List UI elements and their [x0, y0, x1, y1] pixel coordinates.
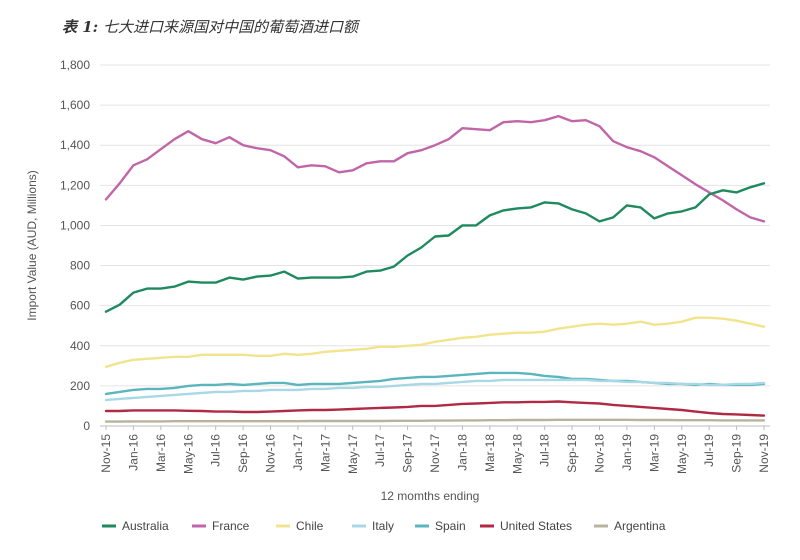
x-tick-label: Jan-18 [455, 434, 469, 471]
x-tick-label: Mar-19 [647, 434, 661, 472]
x-tick-label: Mar-18 [483, 434, 497, 472]
x-tick-label: May-18 [510, 434, 524, 474]
x-tick-label: Nov-16 [264, 434, 278, 473]
series-line-argentina [104, 418, 766, 423]
x-tick-label: Jul-17 [373, 434, 387, 467]
y-tick-label: 1,400 [60, 138, 90, 152]
x-tick-label: Mar-17 [318, 434, 332, 472]
legend-label-united-states: United States [500, 519, 572, 533]
series-line-italy [104, 378, 766, 402]
x-axis-title: 12 momths ending [381, 489, 480, 503]
y-tick-label: 800 [70, 259, 90, 273]
x-tick-label: Sep-19 [730, 434, 744, 473]
x-tick-label: Jul-16 [209, 434, 223, 467]
legend-label-chile: Chile [296, 519, 324, 533]
y-tick-label: 1,800 [60, 58, 90, 72]
y-tick-label: 1,600 [60, 98, 90, 112]
legend-label-italy: Italy [372, 519, 394, 533]
series-line-united-states [104, 400, 766, 417]
y-tick-label: 1,000 [60, 218, 90, 232]
x-tick-label: Mar-16 [154, 434, 168, 472]
series-line-australia [104, 182, 766, 313]
legend-label-argentina: Argentina [614, 519, 666, 533]
chart-title: 表 1: 七大进口来源国对中国的葡萄酒进口额 [62, 16, 358, 37]
legend-label-spain: Spain [435, 519, 466, 533]
x-tick-label: Jul-18 [538, 434, 552, 467]
x-tick-label: Jan-17 [291, 434, 305, 471]
x-tick-label: Nov-15 [99, 434, 113, 473]
y-tick-label: 0 [83, 419, 90, 433]
x-tick-label: Jul-19 [702, 434, 716, 467]
title-prefix: 表 1: [62, 18, 99, 36]
x-tick-label: Nov-17 [428, 434, 442, 473]
x-tick-label: Sep-18 [565, 434, 579, 473]
series-line-france [104, 114, 766, 223]
x-tick-label: Nov-19 [757, 434, 771, 473]
title-text: 七大进口来源国对中国的葡萄酒进口额 [102, 18, 358, 36]
y-axis-title: Import Value (AUD, Millions) [25, 170, 39, 320]
x-tick-label: Jan-19 [620, 434, 634, 471]
x-tick-label: May-16 [181, 434, 195, 474]
x-tick-label: May-19 [675, 434, 689, 474]
x-tick-label: Sep-17 [401, 434, 415, 473]
y-tick-label: 400 [70, 339, 90, 353]
x-tick-label: Jan-16 [126, 434, 140, 471]
y-tick-label: 200 [70, 379, 90, 393]
x-tick-label: Nov-18 [593, 434, 607, 473]
y-tick-label: 1,200 [60, 178, 90, 192]
y-tick-label: 600 [70, 299, 90, 313]
series-line-chile [104, 316, 766, 368]
legend-label-france: France [212, 519, 250, 533]
x-tick-label: Sep-16 [236, 434, 250, 473]
legend-label-australia: Australia [122, 519, 169, 533]
x-tick-label: May-17 [346, 434, 360, 474]
